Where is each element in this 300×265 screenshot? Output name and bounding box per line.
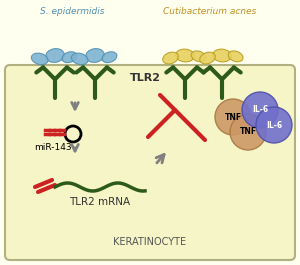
Ellipse shape (163, 52, 178, 64)
Text: Cutibacterium acnes: Cutibacterium acnes (163, 7, 257, 16)
Ellipse shape (46, 48, 64, 62)
Circle shape (230, 114, 266, 150)
Text: S. epidermidis: S. epidermidis (40, 7, 104, 16)
FancyBboxPatch shape (5, 65, 295, 260)
Ellipse shape (71, 53, 88, 65)
Circle shape (215, 99, 251, 135)
Circle shape (242, 92, 278, 128)
Ellipse shape (62, 52, 77, 63)
Text: TLR2 mRNA: TLR2 mRNA (69, 197, 130, 207)
Ellipse shape (228, 51, 243, 62)
Text: KERATINOCYTE: KERATINOCYTE (113, 237, 187, 247)
Ellipse shape (200, 52, 215, 64)
Ellipse shape (32, 53, 48, 65)
Ellipse shape (213, 49, 231, 62)
Text: miR-143: miR-143 (34, 143, 72, 152)
Circle shape (256, 107, 292, 143)
Text: IL-6: IL-6 (266, 121, 282, 130)
Text: IL-6: IL-6 (252, 105, 268, 114)
Ellipse shape (102, 52, 117, 63)
Text: TLR2: TLR2 (130, 73, 160, 83)
Ellipse shape (176, 49, 194, 62)
Text: TNF: TNF (224, 113, 242, 121)
Ellipse shape (86, 48, 104, 62)
Ellipse shape (191, 51, 206, 62)
Text: TNF: TNF (239, 127, 256, 136)
